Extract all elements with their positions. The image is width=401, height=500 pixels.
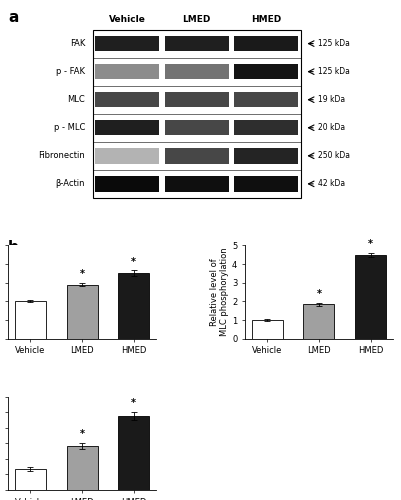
- Bar: [234, 176, 298, 192]
- Text: p - FAK: p - FAK: [56, 67, 85, 76]
- Text: 42 kDa: 42 kDa: [318, 180, 345, 188]
- Bar: [304, 304, 334, 338]
- Bar: [234, 148, 298, 164]
- Bar: [67, 446, 97, 490]
- Bar: [118, 416, 149, 490]
- Text: 250 kDa: 250 kDa: [318, 152, 350, 160]
- Bar: [95, 176, 159, 192]
- Text: *: *: [79, 429, 85, 439]
- Bar: [95, 148, 159, 164]
- Text: LMED: LMED: [182, 14, 211, 24]
- Bar: [234, 120, 298, 136]
- Bar: [15, 302, 46, 339]
- Text: p - MLC: p - MLC: [54, 124, 85, 132]
- Text: β-Actin: β-Actin: [55, 180, 85, 188]
- Text: 19 kDa: 19 kDa: [318, 95, 345, 104]
- Bar: [165, 36, 229, 52]
- Bar: [252, 320, 283, 338]
- Text: 20 kDa: 20 kDa: [318, 124, 345, 132]
- Bar: [118, 274, 149, 338]
- Bar: [355, 254, 386, 338]
- Text: Vehicle: Vehicle: [109, 14, 146, 24]
- Text: *: *: [316, 289, 322, 299]
- Text: b: b: [8, 240, 19, 256]
- Bar: [93, 30, 301, 198]
- Bar: [165, 176, 229, 192]
- Text: Fibronectin: Fibronectin: [38, 152, 85, 160]
- Text: *: *: [79, 269, 85, 279]
- Text: 125 kDa: 125 kDa: [318, 39, 350, 48]
- Bar: [95, 120, 159, 136]
- Bar: [165, 92, 229, 108]
- Y-axis label: Relative level of
MLC phosphorylation: Relative level of MLC phosphorylation: [210, 248, 229, 336]
- Bar: [95, 92, 159, 108]
- Bar: [234, 92, 298, 108]
- Text: *: *: [131, 398, 136, 408]
- Text: *: *: [368, 239, 373, 249]
- Bar: [95, 36, 159, 52]
- Text: FAK: FAK: [70, 39, 85, 48]
- Bar: [165, 148, 229, 164]
- Bar: [67, 284, 97, 339]
- Bar: [165, 120, 229, 136]
- Text: 125 kDa: 125 kDa: [318, 67, 350, 76]
- Text: *: *: [131, 256, 136, 266]
- Bar: [15, 469, 46, 490]
- Bar: [234, 64, 298, 80]
- Bar: [95, 64, 159, 80]
- Text: a: a: [8, 10, 18, 25]
- Text: HMED: HMED: [251, 14, 281, 24]
- Bar: [165, 64, 229, 80]
- Bar: [234, 36, 298, 52]
- Text: MLC: MLC: [67, 95, 85, 104]
